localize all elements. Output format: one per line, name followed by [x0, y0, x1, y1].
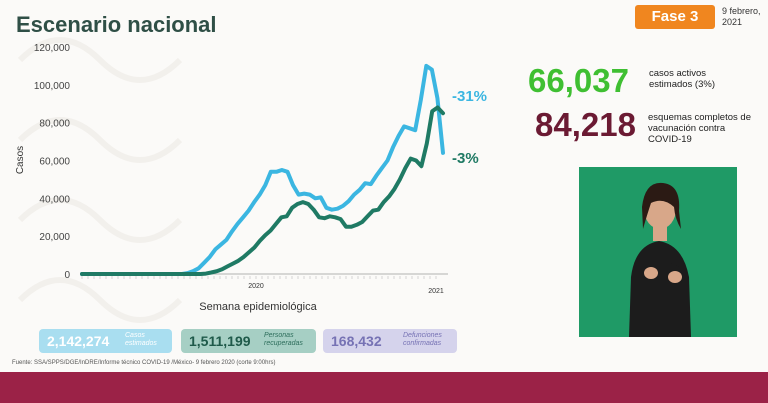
series-estimated-line — [80, 63, 445, 276]
y-tick-label: 0 — [64, 270, 70, 281]
recovered-label: Personas recuperadas — [264, 332, 303, 347]
footer-bar — [0, 372, 768, 403]
vaccination-label: esquemas completos de vacunación contra … — [648, 112, 751, 145]
y-axis-ticks: 0 20,000 40,000 60,000 80,000 100,000 120,000 — [34, 43, 71, 281]
estimated-cases-label: Casos estimados — [125, 332, 157, 347]
deaths-label: Defunciones confirmadas — [403, 332, 442, 347]
sign-language-interpreter-video — [579, 167, 737, 337]
annotation-estimated-change: -31% — [452, 88, 487, 105]
interpreter-figure — [629, 182, 691, 337]
source-note: Fuente: SSA/SPPS/DGE/InDRE/Informe técni… — [12, 360, 276, 366]
annotation-confirmed-change: -3% — [452, 150, 479, 167]
estimated-cases-value: 2,142,274 — [47, 333, 110, 349]
phase-badge: Fase 3 — [635, 5, 715, 29]
y-tick-label: 60,000 — [39, 157, 70, 168]
y-tick-label: 100,000 — [34, 81, 71, 92]
y-axis-label: Casos — [15, 146, 26, 174]
cases-line-chart: 020,00040,00060,00080,000100,000120,000 … — [15, 43, 487, 313]
x-axis-week-ticks — [81, 276, 437, 279]
date-label: 9 febrero, 2021 — [722, 6, 761, 27]
deaths-box: 168,432 Defunciones confirmadas — [323, 329, 457, 353]
y-tick-label: 80,000 — [39, 119, 70, 130]
active-cases-value: 66,037 — [528, 62, 629, 99]
y-tick-label: 120,000 — [34, 43, 71, 54]
x-tick-label-2021: 2021 — [428, 288, 444, 295]
active-cases-label: casos activos estimados (3%) — [649, 68, 715, 90]
estimated-cases-box: 2,142,274 Casos estimados — [39, 329, 172, 353]
series-confirmed-line — [80, 105, 445, 276]
recovered-box: 1,511,199 Personas recuperadas — [181, 329, 316, 353]
recovered-value: 1,511,199 — [189, 333, 251, 349]
deaths-value: 168,432 — [331, 333, 382, 349]
x-axis-label: Semana epidemiológica — [199, 301, 317, 313]
y-tick-label: 40,000 — [39, 194, 70, 205]
vaccination-value: 84,218 — [535, 106, 636, 143]
y-tick-label: 20,000 — [39, 232, 70, 243]
page-title: Escenario nacional — [16, 12, 217, 37]
x-tick-label-2020: 2020 — [248, 283, 264, 290]
